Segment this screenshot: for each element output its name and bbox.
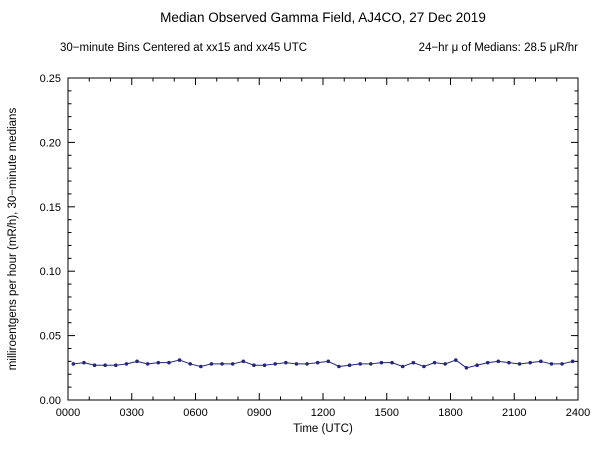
x-tick-label: 0900 <box>247 407 271 419</box>
y-tick-label: 0.15 <box>40 202 61 214</box>
median-data-point <box>411 360 416 365</box>
x-tick-label: 1500 <box>375 407 399 419</box>
median-data-point <box>305 362 309 366</box>
y-tick-label: 0.20 <box>40 137 61 149</box>
x-tick-label: 2400 <box>566 407 590 419</box>
median-data-point <box>369 362 373 366</box>
median-data-point <box>103 363 107 368</box>
y-tick-label: 0.05 <box>40 331 61 343</box>
plot-area: 0000 0300 0600 0900 1200 1500 1800 2100 2400 0.00… <box>40 73 591 419</box>
chart-subtitle: 30−minute Bins Centered at xx15 and xx45… <box>60 42 578 54</box>
median-data-point <box>262 363 267 368</box>
x-tick-label: 0000 <box>56 407 80 419</box>
median-data-point <box>135 359 139 364</box>
median-data-point <box>400 364 405 369</box>
median-data-point <box>539 359 543 364</box>
median-data-point <box>464 366 469 370</box>
median-data-point <box>124 362 129 366</box>
median-data-point <box>347 363 352 368</box>
median-data-point <box>390 360 394 365</box>
subtitle-bins-text: 30−minute Bins Centered at xx15 and xx45… <box>60 42 308 54</box>
median-data-point <box>315 360 320 365</box>
x-tick-label: 0600 <box>183 407 207 419</box>
median-data-point <box>549 362 554 366</box>
x-tick-label: 1800 <box>438 407 462 419</box>
median-data-point <box>273 362 277 366</box>
median-data-point <box>220 362 224 366</box>
median-data-point <box>177 358 182 362</box>
median-data-point <box>241 359 246 364</box>
median-data-point <box>71 362 76 366</box>
median-data-point <box>485 360 490 365</box>
y-tick-label: 0.10 <box>40 266 61 278</box>
median-data-point <box>230 362 235 366</box>
median-data-point <box>326 359 331 364</box>
median-data-point <box>284 360 288 365</box>
median-data-point <box>156 360 161 365</box>
median-data-point <box>496 359 501 364</box>
median-data-point <box>443 362 447 366</box>
median-data-point <box>475 363 479 368</box>
median-data-point <box>294 362 299 366</box>
median-data-point <box>570 359 575 364</box>
y-tick-label: 0.25 <box>40 73 61 85</box>
median-data-point <box>337 364 341 369</box>
median-data-point <box>454 358 458 362</box>
median-data-point <box>528 360 532 365</box>
median-data-point <box>114 363 118 368</box>
median-data-point <box>560 362 564 366</box>
median-data-point <box>379 360 384 365</box>
median-data-point <box>252 363 256 368</box>
chart-title: Median Observed Gamma Field, AJ4CO, 27 D… <box>160 10 486 25</box>
y-tick-label: 0.00 <box>40 395 61 407</box>
x-tick-label: 1200 <box>311 407 335 419</box>
median-data-point <box>145 362 150 366</box>
plot-border <box>67 77 579 401</box>
y-axis-label: milliroentgens per hour (mR/h), 30−minut… <box>7 108 19 371</box>
subtitle-mean-text: 24−hr μ of Medians: 28.5 μR/hr <box>418 42 578 54</box>
median-data-point <box>517 362 522 366</box>
median-data-point <box>422 364 426 369</box>
x-tick-label: 0300 <box>120 407 144 419</box>
x-axis-label: Time (UTC) <box>293 423 353 435</box>
median-data-point <box>209 362 214 366</box>
median-data-point <box>188 362 192 366</box>
median-data-point <box>432 360 437 365</box>
median-data-point <box>82 360 86 365</box>
median-data-point <box>199 364 203 369</box>
median-data-point <box>92 363 97 368</box>
median-data-point <box>358 362 362 366</box>
median-data-point <box>507 360 511 365</box>
median-data-point <box>167 360 171 365</box>
x-tick-label: 2100 <box>502 407 526 419</box>
